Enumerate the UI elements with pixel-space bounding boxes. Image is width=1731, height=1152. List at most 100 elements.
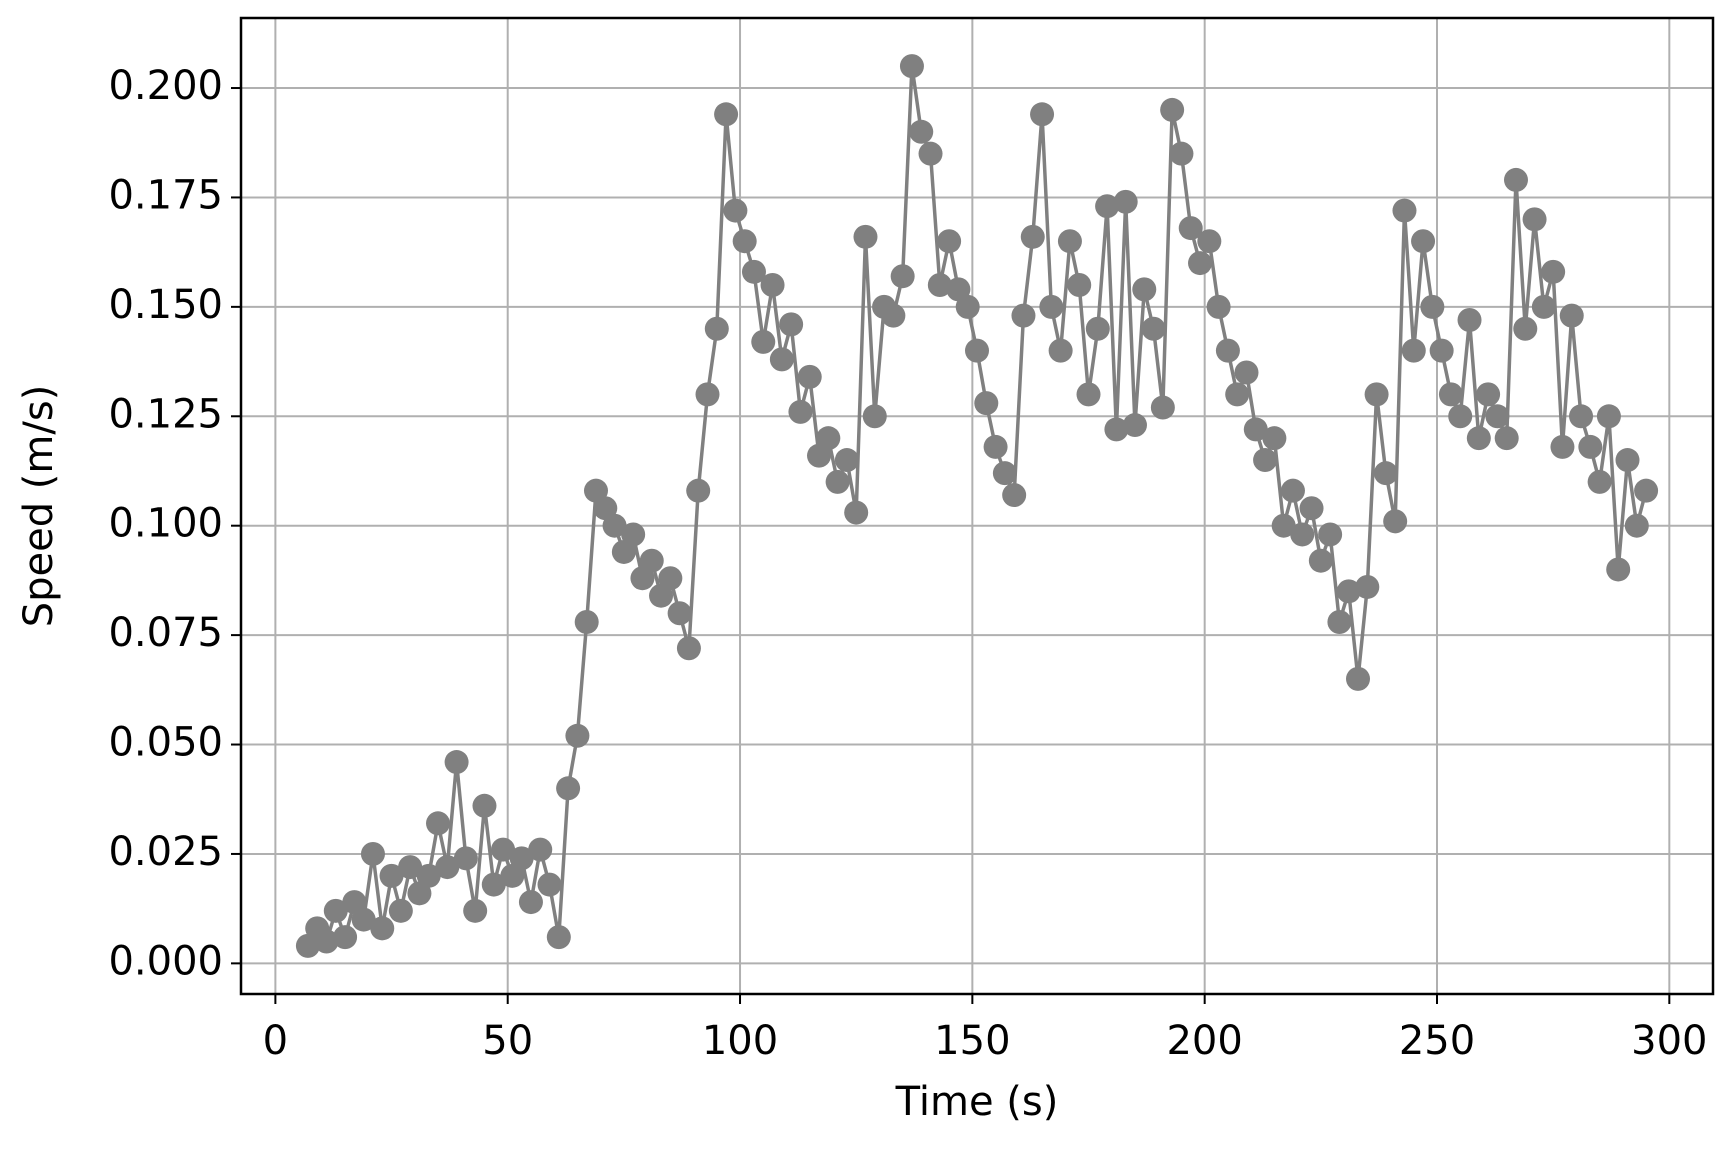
data-point xyxy=(1085,316,1110,341)
data-point xyxy=(779,312,804,337)
data-point xyxy=(1048,338,1073,363)
data-point xyxy=(1057,229,1082,254)
data-point xyxy=(1141,316,1166,341)
data-point xyxy=(788,399,813,424)
data-point xyxy=(1067,272,1092,297)
x-tick-label: 50 xyxy=(482,1018,533,1064)
y-tick-label: 0.200 xyxy=(108,63,223,109)
data-point xyxy=(686,478,711,503)
data-point xyxy=(1011,303,1036,328)
data-point xyxy=(909,119,934,144)
data-point xyxy=(453,846,478,871)
data-point xyxy=(1215,338,1240,363)
y-tick-label: 0.050 xyxy=(108,720,223,766)
y-tick-label: 0.125 xyxy=(108,391,223,437)
data-point xyxy=(1039,294,1064,319)
data-point xyxy=(1364,382,1389,407)
x-tick-label: 0 xyxy=(263,1018,288,1064)
data-point xyxy=(937,229,962,254)
x-tick-label: 300 xyxy=(1631,1018,1707,1064)
data-point xyxy=(1188,251,1213,276)
data-point xyxy=(853,224,878,249)
x-axis-label: Time (s) xyxy=(895,1079,1059,1125)
data-point xyxy=(1615,448,1640,473)
data-point xyxy=(658,566,683,591)
data-point xyxy=(1578,434,1603,459)
data-point xyxy=(1457,307,1482,332)
data-point xyxy=(528,837,553,862)
data-point xyxy=(1429,338,1454,363)
data-point xyxy=(398,855,423,880)
data-point xyxy=(491,837,516,862)
data-point xyxy=(890,264,915,289)
x-tick-label: 150 xyxy=(934,1018,1010,1064)
data-point xyxy=(1113,189,1138,214)
data-point xyxy=(1225,382,1250,407)
data-point xyxy=(1271,513,1296,538)
data-point xyxy=(1308,548,1333,573)
data-point xyxy=(1476,382,1501,407)
data-point xyxy=(351,907,376,932)
data-point xyxy=(1002,483,1027,508)
data-point xyxy=(602,513,627,538)
data-point xyxy=(918,141,943,166)
data-point xyxy=(388,898,413,923)
data-point xyxy=(509,846,534,871)
data-point xyxy=(1178,216,1203,241)
data-point xyxy=(732,229,757,254)
data-point xyxy=(1513,316,1538,341)
data-point xyxy=(844,500,869,525)
data-point xyxy=(323,898,348,923)
data-point xyxy=(1122,413,1147,438)
data-point xyxy=(1169,141,1194,166)
data-point xyxy=(1401,338,1426,363)
data-point xyxy=(695,382,720,407)
data-point xyxy=(834,448,859,473)
data-point xyxy=(1420,294,1445,319)
data-point xyxy=(1253,448,1278,473)
y-tick-label: 0.150 xyxy=(108,282,223,328)
data-point xyxy=(1280,478,1305,503)
data-point xyxy=(1411,229,1436,254)
data-point xyxy=(1485,404,1510,429)
data-point xyxy=(927,272,952,297)
data-point xyxy=(1243,417,1268,442)
x-tick-label: 100 xyxy=(702,1018,778,1064)
data-point xyxy=(1290,522,1315,547)
data-point xyxy=(435,855,460,880)
data-point xyxy=(1550,434,1575,459)
data-point xyxy=(1634,478,1659,503)
data-point xyxy=(379,863,404,888)
data-point xyxy=(881,303,906,328)
x-tick-label: 200 xyxy=(1166,1018,1242,1064)
data-point xyxy=(1355,574,1380,599)
data-point xyxy=(1030,102,1055,127)
data-point xyxy=(760,272,785,297)
data-point xyxy=(1466,426,1491,451)
data-point xyxy=(370,916,395,941)
data-point xyxy=(1373,461,1398,486)
data-point xyxy=(1569,404,1594,429)
data-point xyxy=(1020,224,1045,249)
data-point xyxy=(741,259,766,284)
data-point xyxy=(1438,382,1463,407)
data-point xyxy=(992,461,1017,486)
data-point xyxy=(1494,426,1519,451)
data-point xyxy=(314,929,339,954)
data-point xyxy=(1336,579,1361,604)
data-point xyxy=(1132,277,1157,302)
data-point xyxy=(1392,198,1417,223)
data-point xyxy=(518,890,543,915)
data-point xyxy=(1318,522,1343,547)
data-point xyxy=(825,469,850,494)
data-point xyxy=(1346,666,1371,691)
data-point xyxy=(1104,417,1129,442)
data-point xyxy=(723,198,748,223)
data-point xyxy=(1095,194,1120,219)
data-point xyxy=(472,793,497,818)
data-point xyxy=(899,54,924,79)
data-point xyxy=(463,898,488,923)
data-point xyxy=(426,811,451,836)
data-point xyxy=(751,329,776,354)
